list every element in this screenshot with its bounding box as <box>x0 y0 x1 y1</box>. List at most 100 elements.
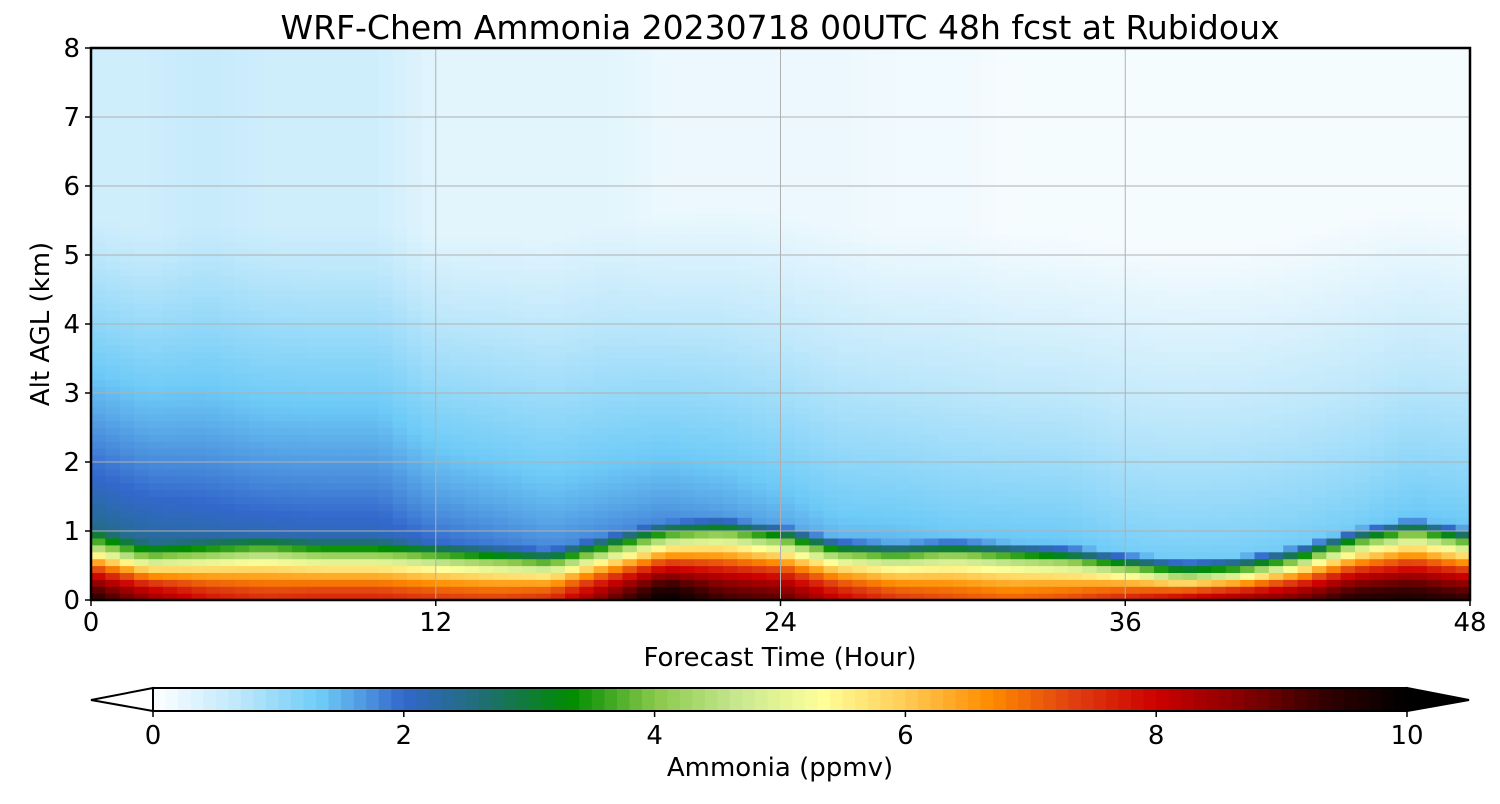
heatmap-cell <box>737 275 753 284</box>
heatmap-cell <box>392 172 408 180</box>
heatmap-cell <box>521 172 537 180</box>
heatmap-cell <box>909 179 925 187</box>
heatmap-cell <box>507 344 523 353</box>
heatmap-cell <box>335 586 351 594</box>
heatmap-cell <box>119 248 135 256</box>
heatmap-cell <box>220 441 236 449</box>
heatmap-cell <box>205 510 221 518</box>
heatmap-cell <box>579 399 595 408</box>
heatmap-cell <box>881 275 897 284</box>
heatmap-cell <box>766 234 782 242</box>
heatmap-cell <box>837 372 853 380</box>
heatmap-cell <box>981 572 997 580</box>
heatmap-cell <box>723 158 738 166</box>
heatmap-cell <box>823 420 839 429</box>
heatmap-cell <box>234 96 250 104</box>
heatmap-cell <box>608 482 624 491</box>
heatmap-cell <box>205 96 221 104</box>
heatmap-cell <box>780 68 796 77</box>
heatmap-cell <box>536 365 552 373</box>
heatmap-cell <box>679 234 695 242</box>
heatmap-cell <box>320 468 336 477</box>
heatmap-cell <box>938 579 954 587</box>
heatmap-cell <box>651 130 667 139</box>
heatmap-cell <box>852 517 868 525</box>
heatmap-cell <box>407 544 422 553</box>
heatmap-cell <box>866 496 882 504</box>
heatmap-cell <box>378 503 394 511</box>
heatmap-cell <box>407 427 422 435</box>
heatmap-cell <box>751 234 767 242</box>
heatmap-cell <box>148 524 164 532</box>
heatmap-cell <box>694 310 710 318</box>
heatmap-cell <box>378 537 394 546</box>
heatmap-cell <box>550 386 566 394</box>
heatmap-cell <box>450 165 466 173</box>
heatmap-cell <box>751 165 767 173</box>
heatmap-cell <box>392 48 408 56</box>
heatmap-cell <box>837 123 853 132</box>
heatmap-cell <box>191 261 207 270</box>
heatmap-cell <box>507 227 523 235</box>
heatmap-cell <box>780 379 796 387</box>
heatmap-cell <box>665 151 681 159</box>
heatmap-cell <box>320 117 336 125</box>
heatmap-cell <box>723 68 738 77</box>
heatmap-cell <box>105 137 121 146</box>
heatmap-cell <box>292 68 308 77</box>
heatmap-cell <box>665 482 681 491</box>
heatmap-cell <box>622 172 638 180</box>
heatmap-cell <box>91 406 106 415</box>
heatmap-cell <box>378 372 394 380</box>
heatmap-cell <box>881 206 897 215</box>
heatmap-cell <box>837 144 853 153</box>
heatmap-cell <box>306 489 322 498</box>
heatmap-cell <box>909 386 925 394</box>
heatmap-cell <box>249 344 264 353</box>
heatmap-cell <box>737 475 753 484</box>
heatmap-cell <box>450 48 466 56</box>
heatmap-cell <box>349 593 365 601</box>
heatmap-cell <box>464 220 480 228</box>
heatmap-cell <box>924 448 940 456</box>
heatmap-cell <box>737 468 753 477</box>
heatmap-cell <box>335 296 351 304</box>
heatmap-cell <box>521 579 537 587</box>
heatmap-cell <box>119 213 135 222</box>
heatmap-cell <box>651 434 667 442</box>
heatmap-cell <box>507 123 523 132</box>
heatmap-cell <box>105 379 121 387</box>
heatmap-cell <box>579 537 595 546</box>
heatmap-cell <box>191 475 207 484</box>
heatmap-cell <box>234 468 250 477</box>
heatmap-cell <box>450 213 466 222</box>
heatmap-cell <box>593 275 609 284</box>
heatmap-cell <box>105 351 121 360</box>
heatmap-cell <box>191 137 207 146</box>
heatmap-cell <box>651 489 667 498</box>
heatmap-cell <box>751 227 767 235</box>
heatmap-cell <box>737 496 753 504</box>
heatmap-cell <box>277 482 293 491</box>
heatmap-cell <box>622 324 638 332</box>
heatmap-cell <box>766 172 782 180</box>
heatmap-cell <box>177 455 193 463</box>
heatmap-cell <box>234 358 250 366</box>
heatmap-cell <box>507 186 523 194</box>
heatmap-cell <box>450 158 466 166</box>
heatmap-cell <box>708 303 724 311</box>
heatmap-cell <box>837 192 853 201</box>
heatmap-cell <box>938 54 954 63</box>
heatmap-cell <box>392 151 408 159</box>
heatmap-cell <box>292 448 308 456</box>
heatmap-cell <box>464 158 480 166</box>
heatmap-cell <box>967 103 983 111</box>
heatmap-cell <box>320 123 336 132</box>
heatmap-cell <box>119 289 135 297</box>
heatmap-cell <box>421 537 437 546</box>
heatmap-cell <box>134 551 150 560</box>
heatmap-cell <box>234 220 250 228</box>
heatmap-cell <box>263 248 279 256</box>
heatmap-cell <box>407 351 422 360</box>
heatmap-cell <box>651 255 667 263</box>
